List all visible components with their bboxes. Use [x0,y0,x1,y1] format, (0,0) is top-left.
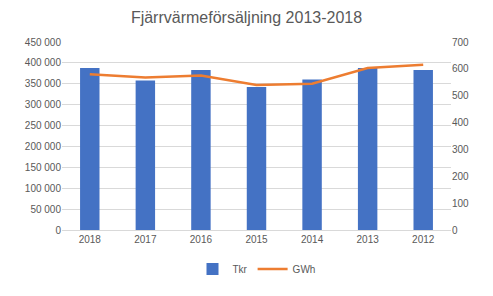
svg-text:200 000: 200 000 [25,141,62,152]
svg-text:50 000: 50 000 [30,204,61,215]
svg-text:2015: 2015 [245,234,268,245]
svg-text:100: 100 [452,198,469,209]
svg-text:300: 300 [452,144,469,155]
svg-text:400 000: 400 000 [25,57,62,68]
svg-text:Fjärrvärmeförsäljning 2013-201: Fjärrvärmeförsäljning 2013-2018 [131,9,362,26]
svg-text:100 000: 100 000 [25,183,62,194]
svg-text:2018: 2018 [79,234,102,245]
svg-text:400: 400 [452,117,469,128]
svg-text:500: 500 [452,90,469,101]
svg-text:Tkr: Tkr [233,264,248,275]
svg-text:250 000: 250 000 [25,120,62,131]
svg-text:150 000: 150 000 [25,162,62,173]
svg-text:350 000: 350 000 [25,78,62,89]
svg-text:0: 0 [55,225,61,236]
svg-text:GWh: GWh [293,264,316,275]
svg-text:2012: 2012 [412,234,435,245]
svg-text:2016: 2016 [190,234,213,245]
svg-text:700: 700 [452,37,469,48]
svg-text:0: 0 [452,225,458,236]
svg-text:2013: 2013 [357,234,380,245]
svg-text:200: 200 [452,171,469,182]
svg-text:600: 600 [452,63,469,74]
svg-text:2014: 2014 [301,234,324,245]
svg-text:2017: 2017 [134,234,157,245]
svg-text:450 000: 450 000 [25,37,62,48]
svg-text:300 000: 300 000 [25,99,62,110]
